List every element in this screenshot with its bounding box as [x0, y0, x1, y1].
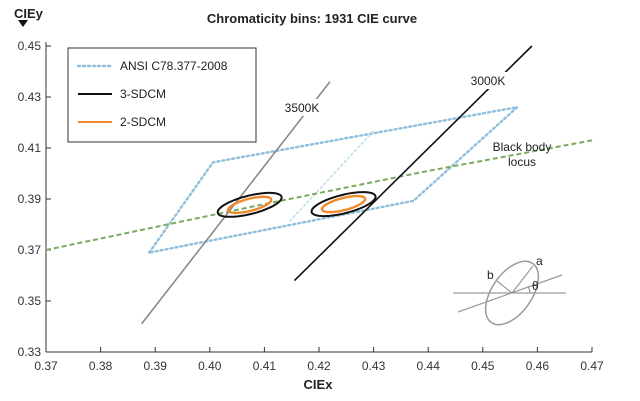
x-tick-label: 0.42 — [307, 359, 331, 373]
x-tick-label: 0.45 — [471, 359, 495, 373]
ellipse-parameter-inset: a b θ — [453, 254, 566, 326]
ellipse-3-SDCM — [310, 191, 377, 218]
x-tick-label: 0.47 — [580, 359, 604, 373]
inset-label-b: b — [487, 268, 494, 282]
x-tick-label: 0.44 — [417, 359, 441, 373]
isotherm-label-3000K: 3000K — [471, 74, 506, 88]
legend: ANSI C78.377-2008 3-SDCM 2-SDCM — [67, 47, 257, 143]
x-tick-label: 0.46 — [526, 359, 550, 373]
y-tick-label: 0.33 — [18, 345, 42, 359]
inset-ellipse — [484, 260, 540, 326]
ansi-quadrangle — [146, 105, 522, 255]
inset-a-line — [511, 265, 534, 294]
y-tick-label: 0.35 — [18, 294, 42, 308]
legend-label: 2-SDCM — [120, 115, 166, 129]
y-axis-arrow-icon — [18, 20, 28, 27]
x-tick-label: 0.38 — [89, 359, 113, 373]
isotherm-label-3500K: 3500K — [285, 101, 320, 115]
chart-title: Chromaticity bins: 1931 CIE curve — [207, 11, 417, 26]
x-tick-label: 0.40 — [198, 359, 222, 373]
inset-major-axis — [457, 274, 563, 313]
isotherm-label-bg — [278, 99, 326, 116]
isotherm-label-bg — [464, 72, 512, 89]
y-tick-label: 0.37 — [18, 243, 42, 257]
sdcm-ellipses — [216, 191, 377, 218]
y-tick-label: 0.45 — [18, 39, 42, 53]
x-tick-label: 0.43 — [362, 359, 386, 373]
ellipse-2-SDCM — [226, 195, 273, 215]
x-tick-label: 0.41 — [253, 359, 277, 373]
blackbody-locus-line — [45, 139, 593, 251]
inset-label-a: a — [536, 254, 543, 268]
x-tick-label: 0.39 — [144, 359, 168, 373]
inset-theta-arc — [527, 285, 531, 294]
ellipse-2-SDCM — [320, 194, 367, 214]
y-tick-label: 0.41 — [18, 141, 42, 155]
x-axis-label: CIEx — [304, 377, 334, 392]
inset-label-theta: θ — [532, 279, 539, 293]
ansi-bins — [146, 105, 522, 255]
x-tick-label: 0.37 — [34, 359, 58, 373]
y-tick-label: 0.43 — [18, 90, 42, 104]
blackbody-locus-label: Black body locus — [493, 140, 552, 169]
y-axis-label: CIEy — [14, 6, 44, 21]
y-tick-label: 0.39 — [18, 192, 42, 206]
blackbody-locus: Black body locus — [45, 139, 593, 251]
ellipse-3-SDCM — [216, 191, 283, 218]
axes: 0.37 0.38 0.39 0.40 0.41 0.42 0.43 0.44 0.45 0.46… — [18, 20, 604, 373]
legend-label: ANSI C78.377-2008 — [120, 59, 228, 73]
inset-b-line — [496, 280, 513, 294]
ansi-divider — [289, 130, 374, 222]
legend-label: 3-SDCM — [120, 87, 166, 101]
